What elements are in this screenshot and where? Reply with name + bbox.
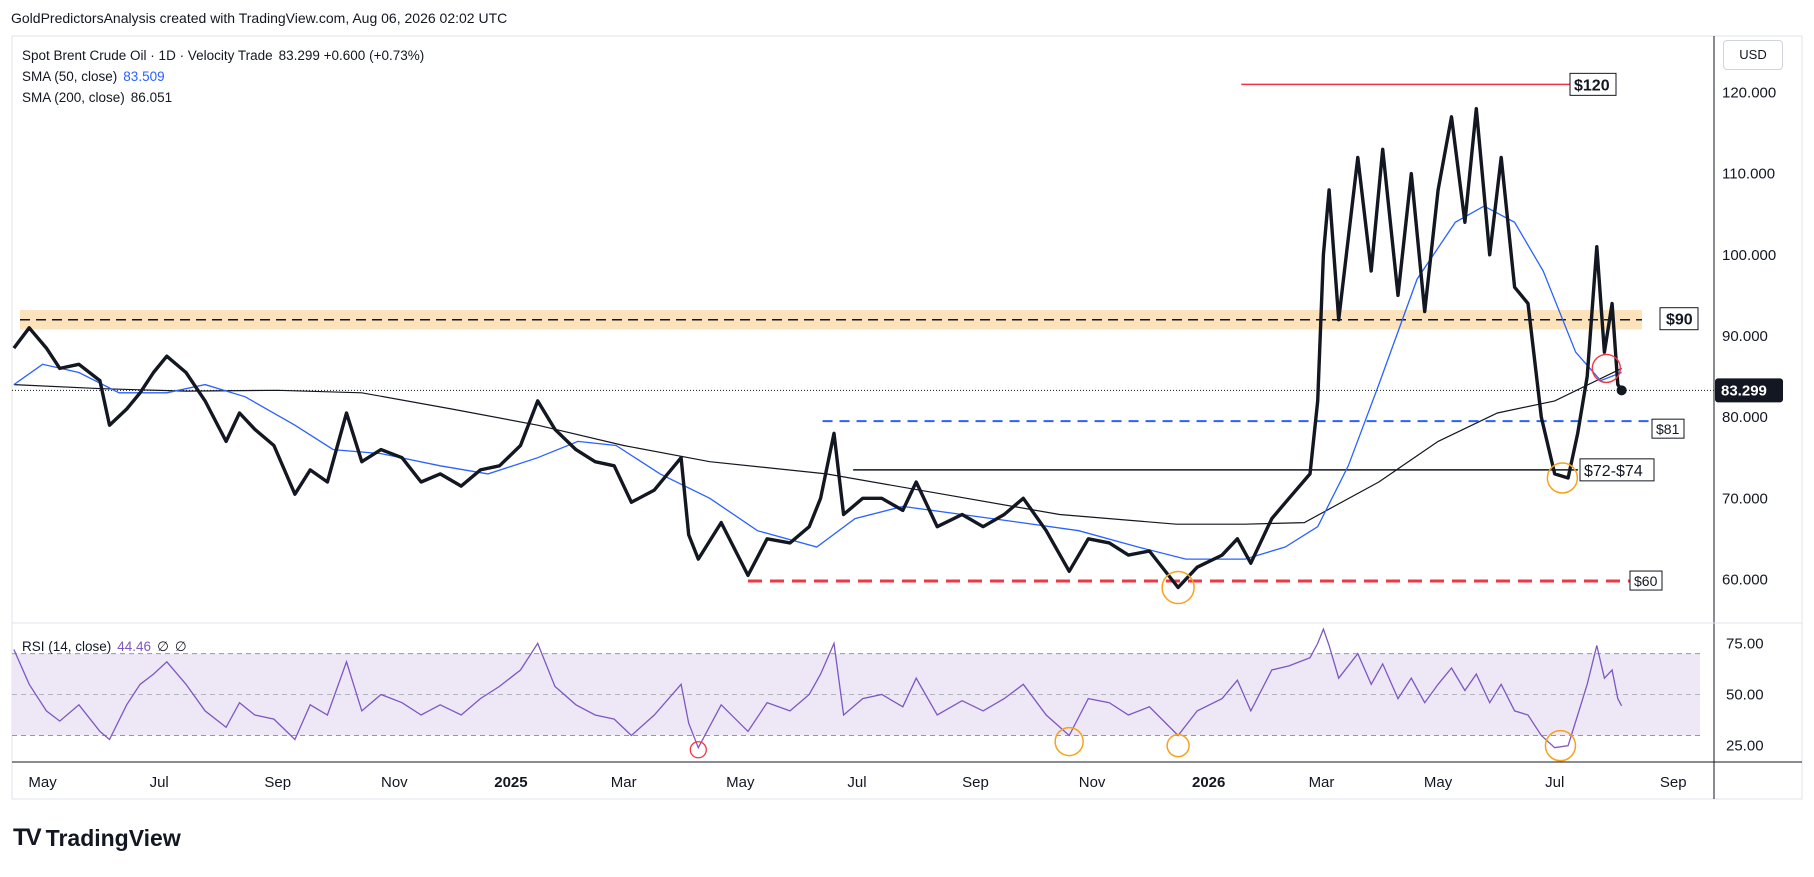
label-120: $120 (1569, 72, 1617, 96)
time-axis-tick: Jul (847, 774, 866, 791)
legend-symbol-label: Spot Brent Crude Oil · 1D · Velocity Tra… (22, 48, 273, 63)
time-axis-tick: May (726, 774, 755, 791)
rsi-pane (12, 627, 1700, 762)
price-axis-tick: 120.000 (1722, 84, 1776, 101)
label-72-74: $72-$74 (1579, 458, 1655, 482)
tradingview-logo[interactable]: TV TradingView (13, 824, 181, 852)
label-60-text: $60 (1634, 573, 1658, 589)
label-60: $60 (1629, 570, 1663, 591)
sma50-series-line (13, 205, 1622, 560)
chart-legend: Spot Brent Crude Oil · 1D · Velocity Tra… (22, 45, 424, 108)
rsi-series-line (13, 627, 1623, 750)
legend-sma200-value: 86.051 (130, 90, 173, 105)
legend-sma50-value: 83.509 (123, 69, 165, 84)
tradingview-logo-icon: TV (13, 824, 42, 851)
time-axis-tick: Nov (381, 774, 408, 791)
label-120-text: $120 (1574, 77, 1610, 94)
rsi-legend-label: RSI (14, close) (22, 639, 112, 654)
legend-sma50-row[interactable]: SMA (50, close) 83.509 (22, 66, 424, 87)
last-price-label-text: 83.299 (1721, 382, 1767, 399)
legend-sma50-label: SMA (50, close) (22, 69, 118, 84)
label-90-text: $90 (1666, 312, 1693, 329)
resistance-zone-90 (20, 309, 1642, 330)
currency-selector[interactable]: USD (1723, 40, 1783, 70)
rsi-low-marker-red (689, 741, 707, 759)
legend-sma200-label: SMA (200, close) (22, 90, 125, 105)
low-marker-jul (1546, 462, 1579, 494)
last-price-dot (1616, 385, 1627, 396)
tradingview-logo-text: TradingView (45, 824, 181, 851)
price-axis-tick: 100.000 (1722, 247, 1776, 264)
time-axis-tick: Jul (150, 774, 169, 791)
time-axis[interactable]: May Jul Sep Nov 2025 Mar May Jul Sep Nov 2026 Mar Ma… (28, 774, 1686, 791)
rsi-axis[interactable]: 75.00 50.00 25.00 (1726, 635, 1764, 754)
rsi-low-marker-jul (1544, 729, 1577, 762)
crossover-marker (1591, 353, 1622, 384)
rsi-legend-extra-2: ∅ (174, 639, 187, 654)
rsi-axis-tick: 50.00 (1726, 687, 1764, 704)
chart-attribution: GoldPredictorsAnalysis created with Trad… (11, 10, 508, 26)
legend-symbol-values: 83.299 +0.600 (+0.73%) (278, 48, 425, 63)
time-axis-tick: Sep (962, 774, 989, 791)
price-axis-tick: 110.000 (1722, 166, 1775, 183)
price-pane: $120 $90 $81 $72-$74 $60 (12, 72, 1714, 605)
label-90: $90 (1659, 307, 1699, 331)
rsi-legend-value: 44.46 (117, 639, 152, 654)
rsi-legend[interactable]: RSI (14, close) 44.46 ∅ ∅ (22, 636, 187, 657)
price-series-line (12, 107, 1624, 590)
time-axis-tick: 2025 (494, 774, 527, 791)
low-marker-dec (1161, 570, 1195, 605)
time-axis-tick: Nov (1079, 774, 1106, 791)
price-axis-tick: 80.000 (1722, 409, 1768, 426)
time-axis-tick: Sep (264, 774, 291, 791)
price-axis-tick: 70.000 (1722, 490, 1768, 507)
rsi-legend-extra-1: ∅ (157, 639, 169, 654)
time-axis-tick: Jul (1545, 774, 1564, 791)
sma200-series-line (13, 367, 1622, 525)
legend-sma200-row[interactable]: SMA (200, close) 86.051 (22, 87, 424, 108)
time-axis-tick: Sep (1660, 774, 1687, 791)
rsi-low-marker-dec (1166, 733, 1190, 758)
time-axis-tick: May (1424, 774, 1453, 791)
label-81-text: $81 (1656, 421, 1680, 437)
price-axis[interactable]: 120.000 110.000 100.000 90.000 80.000 70.000 6… (1722, 84, 1776, 588)
price-axis-tick: 60.000 (1722, 571, 1768, 588)
time-axis-tick: Mar (1309, 774, 1335, 791)
rsi-axis-tick: 25.00 (1726, 738, 1764, 755)
time-axis-tick: May (28, 774, 57, 791)
time-axis-tick: 2026 (1192, 774, 1225, 791)
time-axis-tick: Mar (611, 774, 637, 791)
price-axis-tick: 90.000 (1722, 328, 1768, 345)
legend-main-row[interactable]: Spot Brent Crude Oil · 1D · Velocity Tra… (22, 45, 424, 66)
last-price-label: 83.299 (1715, 378, 1783, 403)
label-81: $81 (1651, 418, 1685, 439)
rsi-low-marker-oct (1054, 726, 1084, 757)
label-72-74-text: $72-$74 (1584, 463, 1643, 480)
chart-frame (11, 35, 1803, 800)
rsi-axis-tick: 75.00 (1726, 635, 1764, 652)
